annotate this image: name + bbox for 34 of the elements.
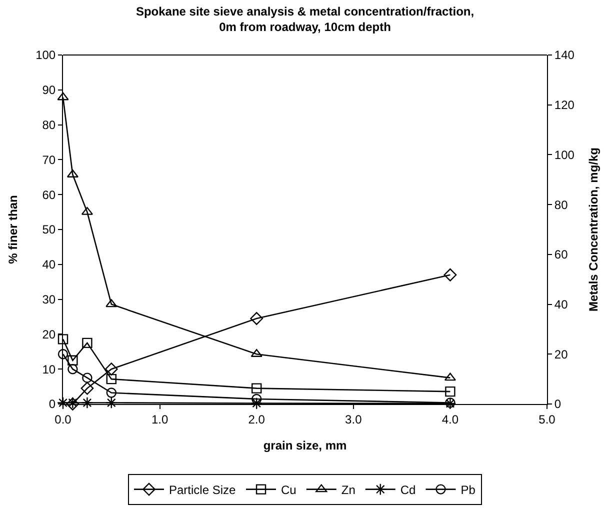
y2-axis-title: Metals Concentration, mg/kg: [586, 147, 601, 312]
x-tick-label: 2.0: [248, 412, 266, 426]
y2-tick-label: 0: [554, 397, 562, 412]
y-tick-label: 0: [48, 397, 56, 412]
y2-tick-label: 60: [554, 248, 568, 262]
legend-label: Zn: [341, 482, 356, 497]
y-tick-label: 100: [36, 48, 56, 62]
y2-tick-label: 40: [554, 297, 568, 312]
y-tick-label: 20: [42, 327, 56, 342]
y-tick-label: 10: [42, 362, 56, 376]
chart-title: Spokane site sieve analysis & metal concentration/fraction, 0m from roadway, 10cm depth: [136, 4, 474, 34]
y-tick-label: 30: [42, 292, 56, 306]
y-axis-title: % finer than: [6, 195, 20, 264]
legend-label: Cu: [281, 482, 296, 497]
x-axis-title: grain size, mm: [263, 438, 347, 452]
y-tick-label: 90: [42, 83, 56, 98]
x-tick-label: 0.0: [54, 412, 72, 426]
legend-label: Cd: [400, 482, 416, 497]
y-tick-label: 40: [42, 258, 56, 272]
x-tick-label: 5.0: [538, 412, 556, 426]
x-tick-label: 4.0: [442, 412, 459, 426]
legend-label: Particle Size: [169, 482, 236, 497]
y2-tick-label: 140: [554, 48, 575, 62]
x-tick-label: 1.0: [151, 412, 168, 426]
y2-tick-label: 100: [554, 148, 575, 162]
y-tick-label: 50: [42, 222, 56, 237]
x-tick-label: 3.0: [345, 412, 362, 426]
y-tick-label: 80: [42, 118, 56, 132]
y-tick-label: 60: [42, 188, 56, 202]
y2-tick-label: 80: [554, 198, 568, 212]
y-tick-label: 70: [42, 152, 56, 167]
y2-tick-label: 20: [554, 347, 568, 362]
y2-tick-label: 120: [554, 98, 575, 112]
legend-label: Pb: [460, 482, 476, 497]
